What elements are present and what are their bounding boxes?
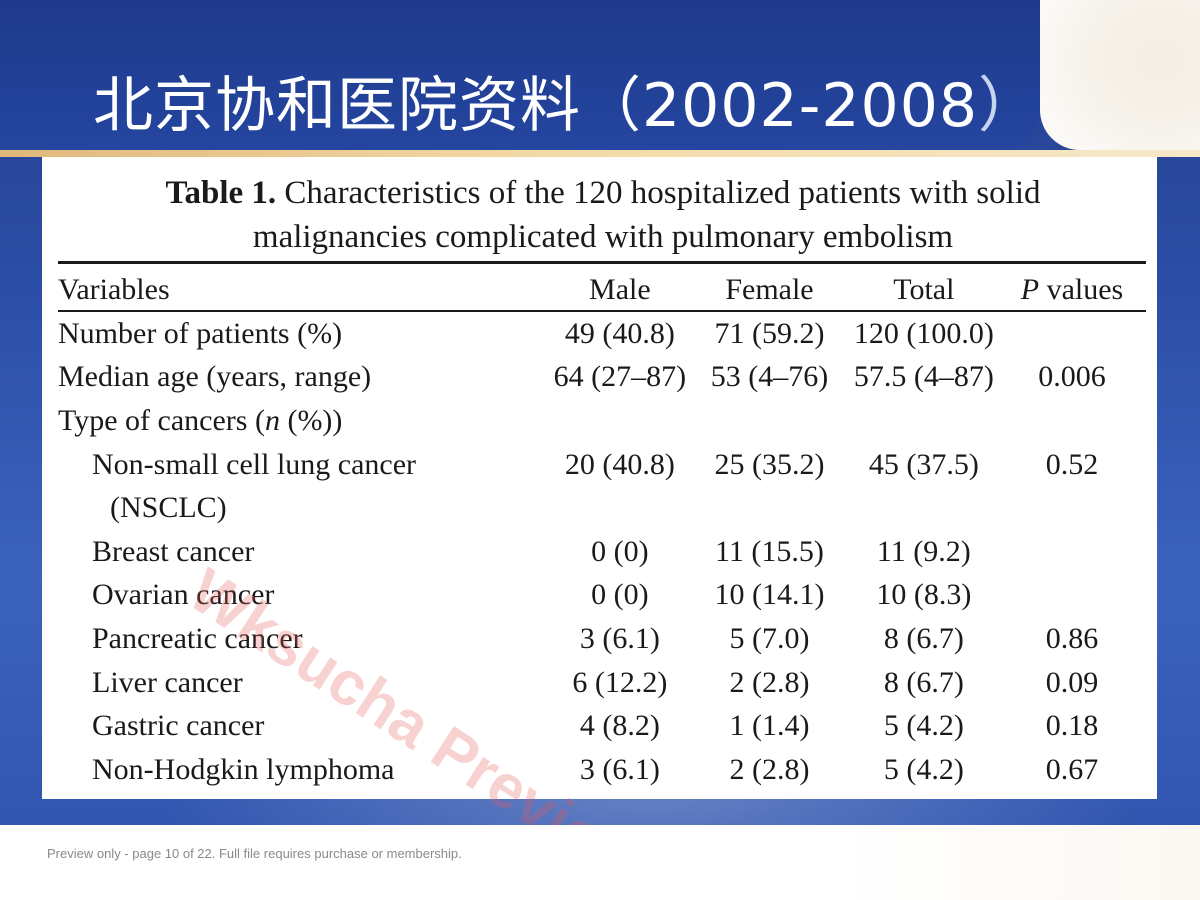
cell-total: 5 (4.2) <box>883 709 964 743</box>
cell-total: 120 (100.0) <box>853 316 994 350</box>
slide-title: 北京协和医院资料（2002-2008） <box>93 62 1039 150</box>
cell-total: 8 (6.7) <box>883 621 964 655</box>
table-caption: Table 1. Characteristics of the 120 hosp… <box>58 171 1148 259</box>
table-caption-label: Table 1. <box>165 175 277 211</box>
footer-band <box>0 825 1200 900</box>
cell-total: 8 (6.7) <box>883 665 964 699</box>
cell-female: 2 (2.8) <box>729 752 810 786</box>
header-variables: Variables <box>58 272 170 306</box>
row-label-prefix: Type of cancers ( <box>58 403 265 437</box>
table-caption-line-2: malignancies complicated with pulmonary … <box>252 219 954 255</box>
cell-total <box>850 486 998 530</box>
cell-p-value <box>998 399 1146 443</box>
table-row: Pancreatic cancer 3 (6.1) 5 (7.0) 8 (6.7… <box>58 617 1146 661</box>
header-male: Male <box>589 272 651 306</box>
table-row: Non-Hodgkin lymphoma 3 (6.1) 2 (2.8) 5 (… <box>58 748 1146 792</box>
cell-male: 3 (6.1) <box>579 752 660 786</box>
table-header-rule <box>58 310 1146 312</box>
cell-female: 53 (4–76) <box>710 360 829 394</box>
header-p-suffix: values <box>1039 272 1124 306</box>
header-p-letter: P <box>1020 272 1040 306</box>
cell-female: 10 (14.1) <box>714 578 825 612</box>
table-row: Median age (years, range) 64 (27–87) 53 … <box>58 356 1146 400</box>
corner-decoration <box>1040 0 1200 150</box>
preview-footer-note: Preview only - page 10 of 22. Full file … <box>47 846 462 861</box>
row-label: Non-Hodgkin lymphoma <box>92 752 395 786</box>
row-label: Ovarian cancer <box>92 578 275 612</box>
cell-p-value: 0.67 <box>1045 752 1099 786</box>
cell-female: 71 (59.2) <box>714 316 825 350</box>
row-label: Non-small cell lung cancer <box>92 447 417 481</box>
row-label: (NSCLC) <box>110 491 227 525</box>
cell-male: 4 (8.2) <box>579 709 660 743</box>
cell-p-value: 0.52 <box>1045 447 1099 481</box>
cell-female: 11 (15.5) <box>715 534 824 568</box>
cell-male: 0 (0) <box>591 534 649 568</box>
header-total: Total <box>893 272 955 306</box>
cell-female: 25 (35.2) <box>714 447 825 481</box>
cell-male: 20 (40.8) <box>564 447 675 481</box>
cell-female: 5 (7.0) <box>729 621 810 655</box>
cell-female: 2 (2.8) <box>729 665 810 699</box>
table-row: Liver cancer 6 (12.2) 2 (2.8) 8 (6.7) 0.… <box>58 661 1146 705</box>
cell-p-value: 0.86 <box>1045 621 1099 655</box>
cell-p-value: 0.18 <box>1045 709 1099 743</box>
cell-p-value <box>998 574 1146 618</box>
table-row-section: Type of cancers (n (%)) <box>58 399 1146 443</box>
cell-female <box>689 486 850 530</box>
row-label: Type of cancers (n (%)) <box>58 399 551 443</box>
characteristics-table: Variables Male Female Total P values Num… <box>58 267 1146 792</box>
cell-male <box>551 486 690 530</box>
table-image-panel: Table 1. Characteristics of the 120 hosp… <box>42 157 1157 799</box>
cell-total: 10 (8.3) <box>876 578 972 612</box>
table-row: Non-small cell lung cancer 20 (40.8) 25 … <box>58 443 1146 487</box>
table-caption-text-1: Characteristics of the 120 hospitalized … <box>284 175 1041 211</box>
cell-female <box>689 399 850 443</box>
row-label: Liver cancer <box>92 665 243 699</box>
cell-p-value: 0.006 <box>1038 360 1106 394</box>
cell-p-value <box>998 530 1146 574</box>
cell-male <box>551 399 690 443</box>
cell-total <box>850 399 998 443</box>
slide-title-close-paren: ） <box>978 71 1040 141</box>
cell-male: 49 (40.8) <box>564 316 675 350</box>
table-top-rule <box>58 261 1146 264</box>
title-bar <box>0 0 1040 150</box>
cell-p-value <box>998 486 1146 530</box>
row-label: Gastric cancer <box>92 709 265 743</box>
table-row: Gastric cancer 4 (8.2) 1 (1.4) 5 (4.2) 0… <box>58 704 1146 748</box>
slide-title-main: 北京协和医院资料（2002-2008 <box>93 71 979 141</box>
cell-male: 3 (6.1) <box>579 621 660 655</box>
cell-p-value <box>998 312 1146 356</box>
title-divider <box>0 150 1200 157</box>
cell-male: 6 (12.2) <box>572 665 668 699</box>
header-female: Female <box>725 272 814 306</box>
table-row: Ovarian cancer 0 (0) 10 (14.1) 10 (8.3) <box>58 574 1146 618</box>
cell-p-value: 0.09 <box>1045 665 1099 699</box>
row-label: Breast cancer <box>92 534 255 568</box>
row-label-suffix: (%)) <box>279 403 343 437</box>
row-label: Median age (years, range) <box>58 360 372 394</box>
table-row: Number of patients (%) 49 (40.8) 71 (59.… <box>58 312 1146 356</box>
cell-total: 45 (37.5) <box>868 447 979 481</box>
header-p-values: P values <box>998 267 1146 312</box>
table-row: Breast cancer 0 (0) 11 (15.5) 11 (9.2) <box>58 530 1146 574</box>
table-row-continuation: (NSCLC) <box>58 486 1146 530</box>
cell-male: 64 (27–87) <box>553 360 687 394</box>
cell-female: 1 (1.4) <box>729 709 810 743</box>
cell-total: 11 (9.2) <box>876 534 971 568</box>
row-label: Pancreatic cancer <box>92 621 303 655</box>
table-caption-line-1: Table 1. Characteristics of the 120 hosp… <box>58 171 1148 215</box>
cell-total: 5 (4.2) <box>883 752 964 786</box>
row-label-italic: n <box>264 403 280 437</box>
cell-male: 0 (0) <box>591 578 649 612</box>
row-label: Number of patients (%) <box>58 316 343 350</box>
table-header-row: Variables Male Female Total P values <box>58 267 1146 312</box>
cell-total: 57.5 (4–87) <box>853 360 994 394</box>
